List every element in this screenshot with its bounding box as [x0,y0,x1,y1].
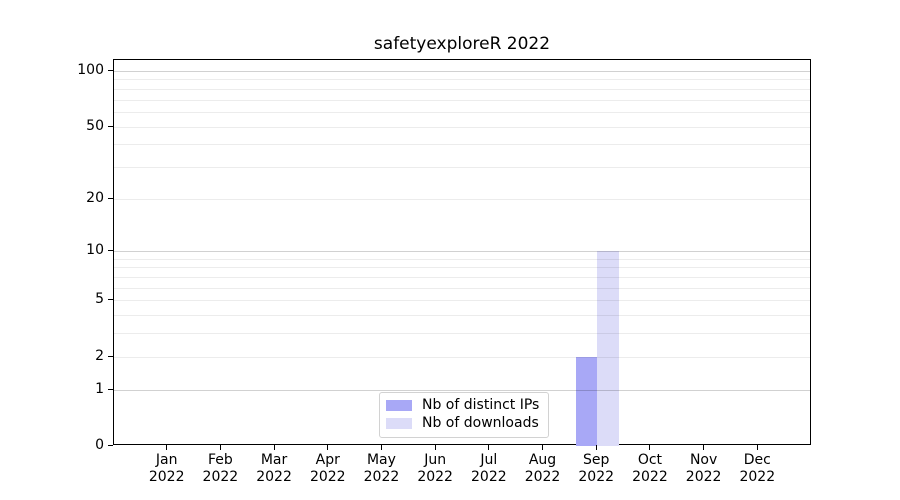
x-tick-month: Jan [155,452,178,468]
x-tick-label-jan: Jan 2022 [135,452,199,486]
gridline-minor-30 [114,166,810,168]
x-tick-label-jun: Jun 2022 [403,452,467,486]
y-tick-label-0: 0 [95,437,104,453]
x-tick-month: Jul [480,452,498,468]
gridline-minor-8 [114,267,810,269]
y-tick-1 [108,388,113,390]
x-tick-jan [166,445,168,450]
x-tick-year: 2022 [471,469,507,485]
y-tick-label-5: 5 [95,291,104,308]
x-tick-month: Aug [528,452,557,468]
y-tick-label-10: 10 [86,242,104,259]
x-tick-month: Nov [689,452,718,468]
x-tick-year: 2022 [417,469,453,485]
x-tick-month: Apr [315,452,340,468]
legend-swatch-nb-of-distinct-ips [386,400,412,411]
gridline-minor-90 [114,79,810,81]
x-tick-label-oct: Oct 2022 [618,452,682,486]
x-tick-month: Mar [260,452,288,468]
x-tick-aug [542,445,544,450]
bar-nb-of-distinct-ips-sep [575,356,598,446]
gridline-major-1 [114,389,810,391]
chart-title: safetyexploreR 2022 [373,34,551,54]
gridline-minor-5 [114,300,810,302]
plot-area [113,59,811,446]
y-tick-2 [108,355,113,357]
x-tick-sep [595,445,597,450]
gridline-minor-20 [114,198,810,200]
x-tick-label-sep: Sep 2022 [564,452,628,486]
x-tick-year: 2022 [256,469,292,485]
gridline-minor-60 [114,111,810,113]
gridline-minor-4 [114,315,810,317]
x-tick-month: Oct [637,452,663,468]
y-tick-label-50: 50 [86,117,104,134]
gridline-minor-9 [114,258,810,260]
x-tick-month: Feb [207,452,233,468]
x-tick-label-may: May 2022 [349,452,413,486]
bar-nb-of-downloads-sep [597,251,619,446]
x-tick-may [380,445,382,450]
y-tick-50 [108,125,113,127]
x-tick-year: 2022 [685,469,722,485]
legend-item-nb-of-distinct-ips: Nb of distinct IPs [386,398,539,413]
y-tick-20 [108,197,113,199]
y-tick-label-2: 2 [95,347,104,364]
x-tick-feb [219,445,221,450]
x-tick-year: 2022 [363,469,400,485]
y-tick-label-1: 1 [95,380,104,397]
legend-label-nb-of-distinct-ips: Nb of distinct IPs [422,397,540,413]
x-tick-label-aug: Aug 2022 [511,452,575,486]
x-tick-year: 2022 [309,469,346,485]
x-tick-year: 2022 [524,469,561,485]
x-tick-label-mar: Mar 2022 [242,452,306,486]
x-tick-jul [488,445,490,450]
y-tick-5 [108,299,113,301]
x-tick-label-dec: Dec 2022 [725,452,789,486]
gridline-minor-6 [114,287,810,289]
gridline-minor-70 [114,99,810,101]
gridline-minor-80 [114,88,810,90]
gridline-minor-7 [114,277,810,279]
x-tick-month: May [366,452,396,468]
x-tick-mar [273,445,275,450]
x-tick-label-feb: Feb 2022 [188,452,252,486]
gridline-major-100 [114,71,810,72]
x-tick-oct [649,445,651,450]
bars-layer [114,60,810,446]
x-tick-year: 2022 [202,469,239,485]
x-tick-year: 2022 [578,469,615,485]
legend-label-nb-of-downloads: Nb of downloads [422,415,539,431]
x-tick-year: 2022 [632,469,668,485]
x-tick-month: Dec [743,452,771,468]
y-tick-0 [108,445,113,446]
legend-item-nb-of-downloads: Nb of downloads [386,416,539,431]
x-tick-nov [703,445,705,450]
gridline-minor-50 [114,126,810,128]
x-tick-label-apr: Apr 2022 [296,452,360,486]
y-tick-100 [108,70,113,71]
x-tick-month: Jun [424,452,447,468]
x-tick-dec [756,445,758,450]
legend-swatch-nb-of-downloads [386,418,412,429]
x-tick-month: Sep [583,452,610,468]
y-tick-label-20: 20 [86,189,104,206]
y-tick-label-100: 100 [77,62,104,78]
gridlines-layer [114,60,810,444]
x-tick-jun [434,445,436,450]
gridline-minor-2 [114,356,810,358]
x-tick-year: 2022 [148,469,185,485]
legend: Nb of distinct IPs Nb of downloads [379,392,550,438]
x-tick-apr [327,445,329,450]
x-tick-year: 2022 [739,469,776,485]
gridline-minor-3 [114,333,810,335]
x-tick-label-nov: Nov 2022 [672,452,736,486]
x-tick-label-jul: Jul 2022 [457,452,521,486]
y-tick-10 [108,250,113,252]
gridline-major-10 [114,251,810,253]
gridline-minor-40 [114,144,810,146]
